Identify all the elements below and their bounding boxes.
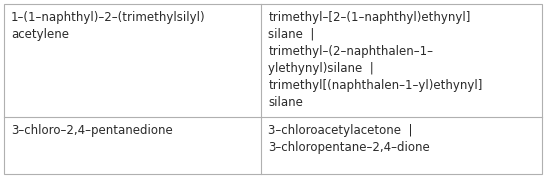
Text: 1–(1–naphthyl)–2–(trimethylsilyl)
acetylene: 1–(1–naphthyl)–2–(trimethylsilyl) acetyl… [11,11,206,41]
Text: trimethyl–[2–(1–naphthyl)ethynyl]
silane  |
trimethyl–(2–naphthalen–1–
ylethynyl: trimethyl–[2–(1–naphthyl)ethynyl] silane… [268,11,483,109]
Text: 3–chloro–2,4–pentanedione: 3–chloro–2,4–pentanedione [11,124,173,137]
Text: 3–chloroacetylacetone  |
3–chloropentane–2,4–dione: 3–chloroacetylacetone | 3–chloropentane–… [268,124,430,154]
